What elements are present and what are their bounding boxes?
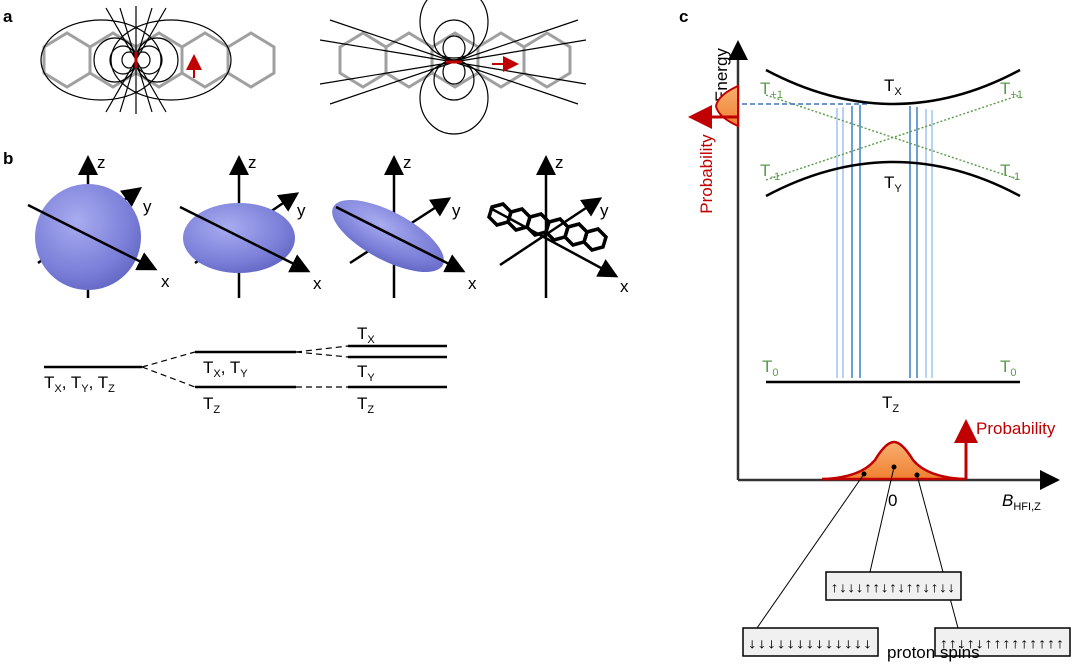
level-label-txyz: TX, TY, TZ [44, 373, 115, 395]
probability-side-label: Probability [697, 134, 716, 214]
axis-label-x: x [161, 272, 170, 291]
level-tminus1-left: T-1 [760, 161, 780, 183]
spin-box-mixed [825, 571, 962, 601]
axis-label-y: y [143, 197, 152, 216]
level-tplus1-right: T+1 [1000, 79, 1023, 101]
level-tminus1-right: T-1 [1000, 161, 1020, 183]
level-label-tz-mid: TZ [203, 394, 220, 416]
level-ty: TY [884, 173, 902, 195]
transition-arrows [836, 104, 933, 380]
hexagon-lattice-left [42, 31, 276, 89]
molecule-icon [487, 202, 608, 252]
panel-c-letter: c [679, 7, 688, 26]
axis-label-z: z [555, 153, 564, 172]
level-tplus1-left: T+1 [760, 79, 783, 101]
axis-label-z: z [248, 153, 257, 172]
ellipsoid-oblate [179, 155, 311, 298]
tx-curve [765, 68, 1021, 106]
bhfi-axis-label: BHFI,Z [1002, 491, 1041, 513]
probability-bottom-distribution [821, 440, 967, 481]
spin-box-down [742, 627, 879, 657]
leader-lines [756, 466, 959, 629]
leader-dots [861, 464, 920, 478]
level-label-txy: TX, TY [203, 358, 248, 380]
axis-label-y: y [600, 201, 609, 220]
field-lines-right [319, 0, 587, 135]
level-splitting-diagram [44, 344, 447, 389]
ty-curve [765, 160, 1021, 198]
ellipsoid-sphere [27, 155, 158, 298]
t-pm1-levels [765, 94, 1021, 181]
molecule-axes [487, 155, 619, 298]
spin-arrows-up: ↑↑↓↑↓↑↑↑↑↑↑↑↑↑ [940, 635, 1065, 651]
spin-box-up [934, 627, 1071, 657]
zero-tick-label: 0 [888, 491, 897, 510]
level-t0-right: T0 [1000, 357, 1017, 379]
axis-label-y: y [452, 201, 461, 220]
axis-label-y: y [297, 201, 306, 220]
level-t0-left: T0 [762, 357, 779, 379]
probability-bottom-label: Probability [976, 419, 1056, 438]
axis-label-x: x [620, 277, 629, 296]
axis-label-z: z [97, 153, 106, 172]
level-tz: TZ [882, 393, 899, 415]
level-label-ty-right: TY [357, 362, 375, 384]
axis-label-x: x [313, 274, 322, 293]
spin-arrows-mixed: ↑↓↓↓↑↑↓↑↓↑↑↓↑↓↓ [831, 579, 956, 595]
axis-label-z: z [403, 153, 412, 172]
level-label-tx-right: TX [357, 324, 375, 346]
axis-label-x: x [468, 274, 477, 293]
spin-arrows-down: ↓↓↓↓↓↓↓↓↓↓↓↓↓ [748, 635, 873, 651]
field-lines-left [40, 6, 232, 114]
level-tx: TX [884, 76, 902, 98]
panel-a-letter: a [3, 7, 13, 26]
ellipsoid-triaxial [332, 155, 466, 298]
level-label-tz-right: TZ [357, 394, 374, 416]
panel-b-letter: b [3, 149, 13, 168]
proton-spins-label: proton spins [887, 643, 980, 662]
energy-axis-label: Energy [712, 48, 731, 102]
